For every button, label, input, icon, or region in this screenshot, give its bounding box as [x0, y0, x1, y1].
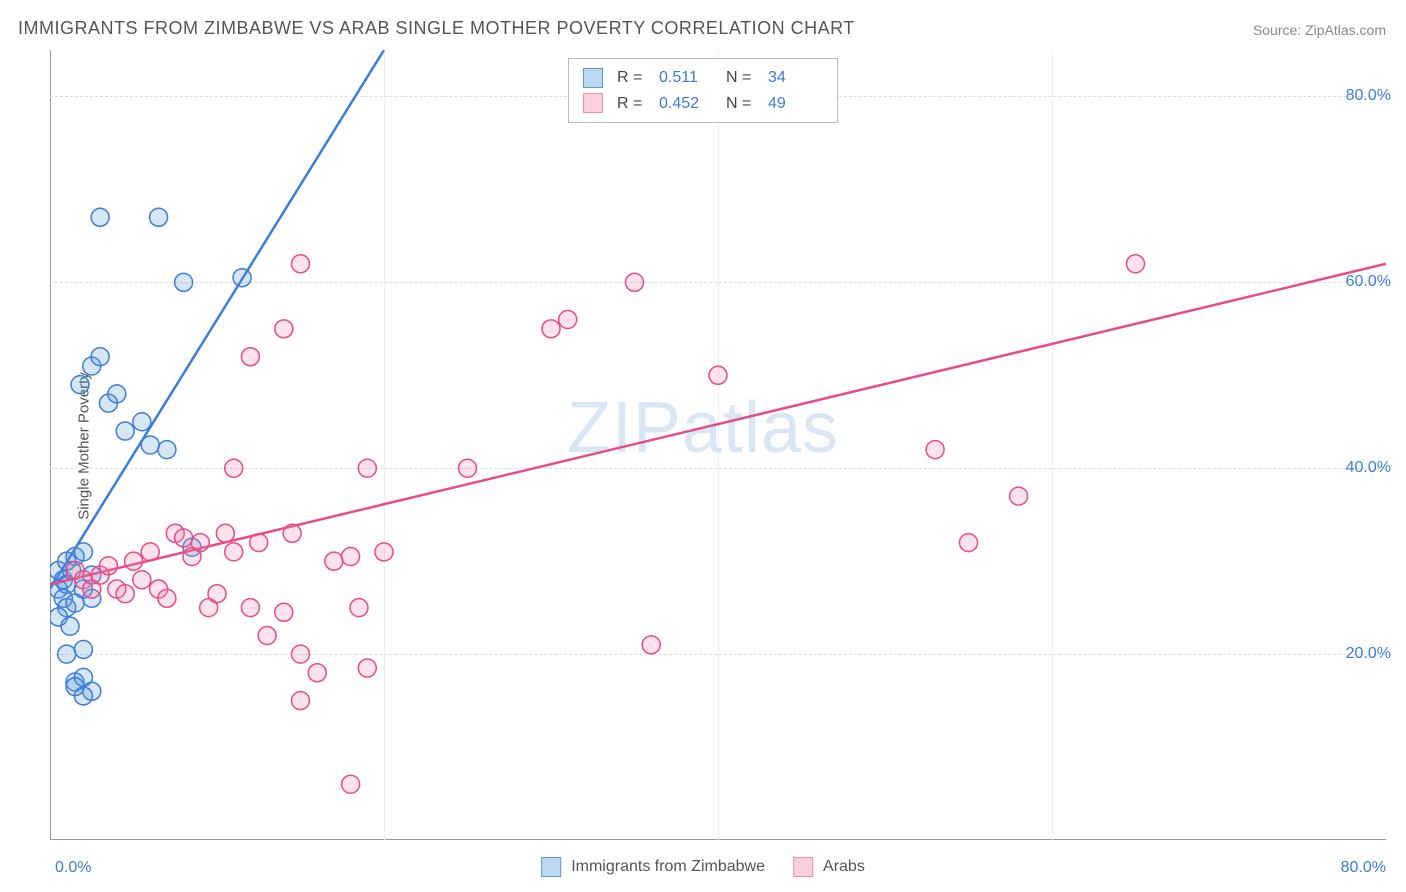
data-point-zimbabwe[interactable] — [141, 436, 159, 454]
data-point-arabs[interactable] — [191, 534, 209, 552]
scatter-plot-svg — [50, 50, 1386, 840]
data-point-zimbabwe[interactable] — [150, 208, 168, 226]
source-prefix: Source: — [1253, 22, 1305, 38]
data-point-zimbabwe[interactable] — [58, 645, 76, 663]
data-point-arabs[interactable] — [283, 524, 301, 542]
data-point-arabs[interactable] — [292, 255, 310, 273]
n-label: N = — [726, 65, 756, 91]
x-tick-min: 0.0% — [55, 859, 91, 877]
data-point-zimbabwe[interactable] — [74, 640, 92, 658]
data-point-arabs[interactable] — [709, 366, 727, 384]
legend-item-zimbabwe: Immigrants from Zimbabwe — [541, 857, 765, 877]
data-point-arabs[interactable] — [216, 524, 234, 542]
source-attribution: Source: ZipAtlas.com — [1253, 22, 1386, 38]
legend-swatch-zimbabwe — [583, 68, 603, 88]
data-point-arabs[interactable] — [133, 571, 151, 589]
data-point-arabs[interactable] — [241, 599, 259, 617]
legend-item-arabs: Arabs — [793, 857, 865, 877]
r-label: R = — [617, 65, 647, 91]
chart-title: IMMIGRANTS FROM ZIMBABWE VS ARAB SINGLE … — [18, 18, 855, 39]
data-point-arabs[interactable] — [225, 543, 243, 561]
data-point-zimbabwe[interactable] — [175, 273, 193, 291]
data-point-arabs[interactable] — [642, 636, 660, 654]
data-point-zimbabwe[interactable] — [133, 413, 151, 431]
legend-swatch-arabs — [793, 857, 813, 877]
data-point-arabs[interactable] — [292, 645, 310, 663]
data-point-zimbabwe[interactable] — [91, 208, 109, 226]
legend-label-zimbabwe: Immigrants from Zimbabwe — [571, 858, 765, 876]
data-point-arabs[interactable] — [116, 585, 134, 603]
source-link[interactable]: ZipAtlas.com — [1305, 22, 1386, 38]
legend-stats: R = 0.511 N = 34 R = 0.452 N = 49 — [568, 58, 838, 123]
r-value-arabs: 0.452 — [659, 91, 714, 117]
data-point-arabs[interactable] — [258, 627, 276, 645]
legend-swatch-arabs — [583, 93, 603, 113]
n-value-zimbabwe: 34 — [768, 65, 823, 91]
data-point-arabs[interactable] — [141, 543, 159, 561]
data-point-zimbabwe[interactable] — [116, 422, 134, 440]
data-point-arabs[interactable] — [158, 589, 176, 607]
legend-stats-row-1: R = 0.452 N = 49 — [583, 91, 823, 117]
data-point-zimbabwe[interactable] — [233, 269, 251, 287]
trend-line-arabs — [50, 264, 1386, 585]
data-point-arabs[interactable] — [358, 459, 376, 477]
data-point-arabs[interactable] — [459, 459, 477, 477]
data-point-arabs[interactable] — [308, 664, 326, 682]
data-point-arabs[interactable] — [325, 552, 343, 570]
data-point-arabs[interactable] — [275, 603, 293, 621]
legend-swatch-zimbabwe — [541, 857, 561, 877]
r-value-zimbabwe: 0.511 — [659, 65, 714, 91]
data-point-arabs[interactable] — [208, 585, 226, 603]
n-label: N = — [726, 91, 756, 117]
data-point-arabs[interactable] — [960, 534, 978, 552]
chart-container: IMMIGRANTS FROM ZIMBABWE VS ARAB SINGLE … — [0, 0, 1406, 892]
data-point-arabs[interactable] — [275, 320, 293, 338]
data-point-arabs[interactable] — [926, 441, 944, 459]
data-point-arabs[interactable] — [542, 320, 560, 338]
data-point-zimbabwe[interactable] — [61, 617, 79, 635]
r-label: R = — [617, 91, 647, 117]
data-point-arabs[interactable] — [175, 529, 193, 547]
legend-label-arabs: Arabs — [823, 858, 865, 876]
trend-line-zimbabwe — [50, 50, 384, 589]
data-point-zimbabwe[interactable] — [71, 376, 89, 394]
data-point-arabs[interactable] — [626, 273, 644, 291]
data-point-zimbabwe[interactable] — [91, 348, 109, 366]
data-point-arabs[interactable] — [375, 543, 393, 561]
data-point-arabs[interactable] — [292, 692, 310, 710]
legend-stats-row-0: R = 0.511 N = 34 — [583, 65, 823, 91]
data-point-arabs[interactable] — [358, 659, 376, 677]
data-point-arabs[interactable] — [225, 459, 243, 477]
data-point-arabs[interactable] — [559, 311, 577, 329]
data-point-arabs[interactable] — [125, 552, 143, 570]
x-tick-max: 80.0% — [1341, 859, 1386, 877]
n-value-arabs: 49 — [768, 91, 823, 117]
legend-series: Immigrants from Zimbabwe Arabs — [541, 857, 865, 877]
data-point-arabs[interactable] — [250, 534, 268, 552]
data-point-arabs[interactable] — [99, 557, 117, 575]
data-point-arabs[interactable] — [342, 548, 360, 566]
data-point-zimbabwe[interactable] — [108, 385, 126, 403]
data-point-arabs[interactable] — [241, 348, 259, 366]
data-point-zimbabwe[interactable] — [66, 678, 84, 696]
data-point-zimbabwe[interactable] — [158, 441, 176, 459]
data-point-arabs[interactable] — [350, 599, 368, 617]
data-point-arabs[interactable] — [1010, 487, 1028, 505]
data-point-arabs[interactable] — [1127, 255, 1145, 273]
data-point-arabs[interactable] — [342, 775, 360, 793]
data-point-zimbabwe[interactable] — [74, 543, 92, 561]
